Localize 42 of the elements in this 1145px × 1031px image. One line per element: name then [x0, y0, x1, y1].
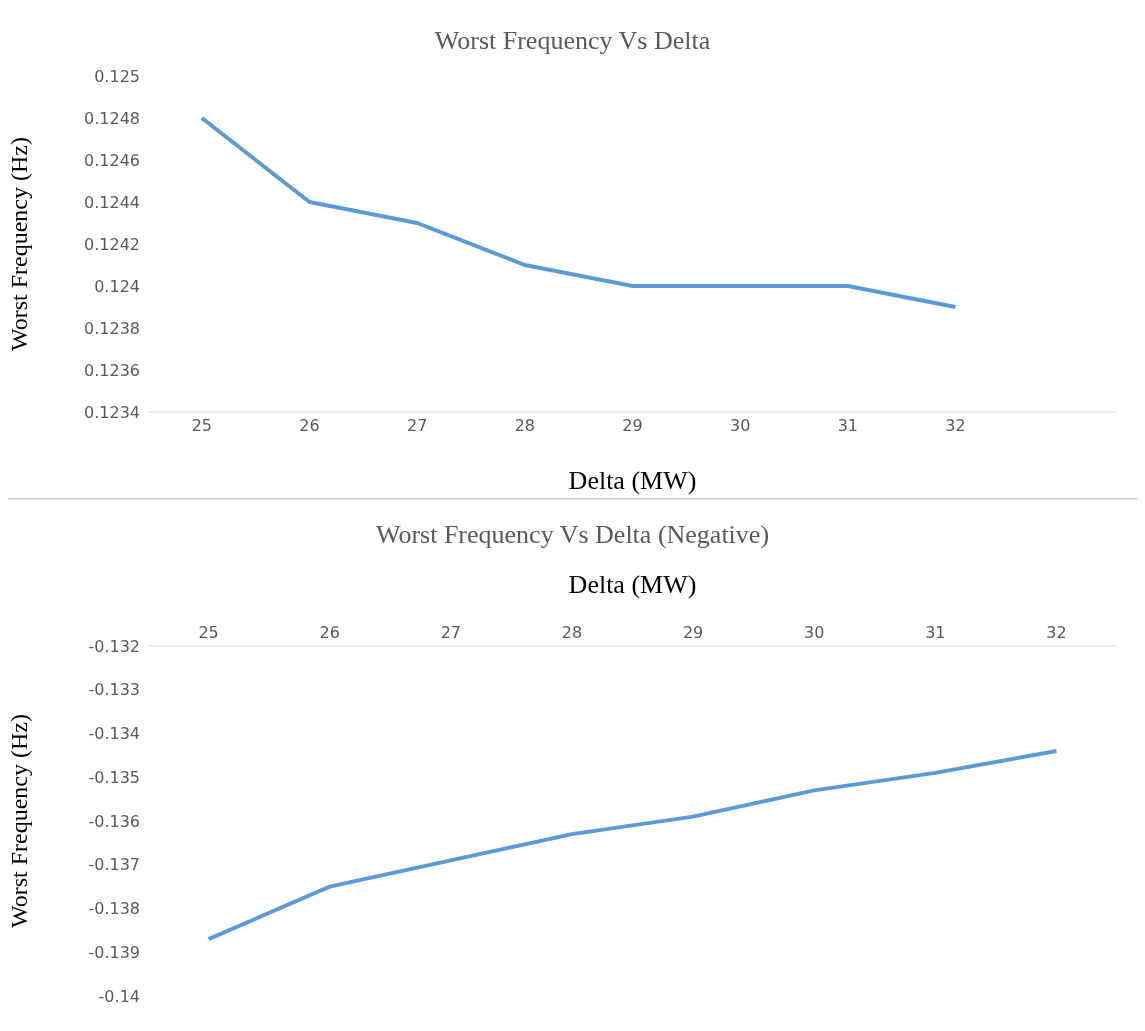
y-axis-title: Worst Frequency (Hz) [5, 714, 32, 928]
x-axis-title: Delta (MW) [567, 570, 698, 600]
x-tick-label: 30 [804, 623, 825, 642]
x-tick-label: 25 [191, 416, 213, 436]
y-tick-label: -0.138 [88, 899, 140, 919]
x-tick-label: 29 [682, 623, 704, 642]
x-tick-label: 25 [198, 623, 219, 642]
x-tick-label: 28 [514, 416, 536, 436]
x-tick-label: 28 [561, 623, 583, 642]
x-axis-title: Delta (MW) [567, 466, 698, 496]
y-tick-label: -0.14 [98, 986, 140, 1006]
y-tick-label: -0.134 [88, 724, 140, 744]
chart-title: Worst Frequency Vs Delta [433, 25, 712, 57]
y-tick-label: -0.139 [88, 942, 140, 962]
y-tick-label: -0.133 [88, 680, 140, 700]
x-tick-label: 27 [406, 416, 428, 436]
x-tick-label: 30 [729, 416, 751, 436]
y-tick-label: -0.135 [88, 767, 140, 787]
x-tick-label: 32 [1046, 623, 1067, 642]
line-series [199, 116, 958, 309]
y-axis-title: Worst Frequency (Hz) [5, 137, 32, 351]
x-tick-label: 27 [440, 623, 461, 642]
x-tick-label: 26 [299, 416, 320, 436]
line-series [206, 749, 1059, 942]
x-tick-label: 26 [319, 623, 340, 642]
y-tick-label: -0.136 [88, 811, 140, 831]
y-tick-label: 0.1246 [84, 150, 140, 170]
x-tick-label: 29 [622, 416, 643, 436]
x-tick-label: 32 [945, 416, 966, 436]
x-tick-label: 31 [925, 623, 946, 642]
y-tick-label: 0.124 [94, 276, 140, 296]
x-tick-label: 31 [837, 416, 859, 436]
y-tick-label: 0.1236 [84, 360, 140, 380]
y-tick-label: 0.1238 [84, 318, 140, 338]
y-tick-label: -0.132 [88, 636, 140, 656]
y-tick-label: 0.1244 [84, 192, 140, 212]
chart-title: Worst Frequency Vs Delta (Negative) [374, 519, 771, 551]
y-tick-label: 0.1248 [84, 108, 140, 128]
y-tick-label: 0.1234 [84, 402, 140, 422]
y-tick-label: -0.137 [88, 855, 140, 875]
y-tick-label: 0.125 [94, 66, 140, 86]
y-tick-label: 0.1242 [84, 234, 140, 254]
